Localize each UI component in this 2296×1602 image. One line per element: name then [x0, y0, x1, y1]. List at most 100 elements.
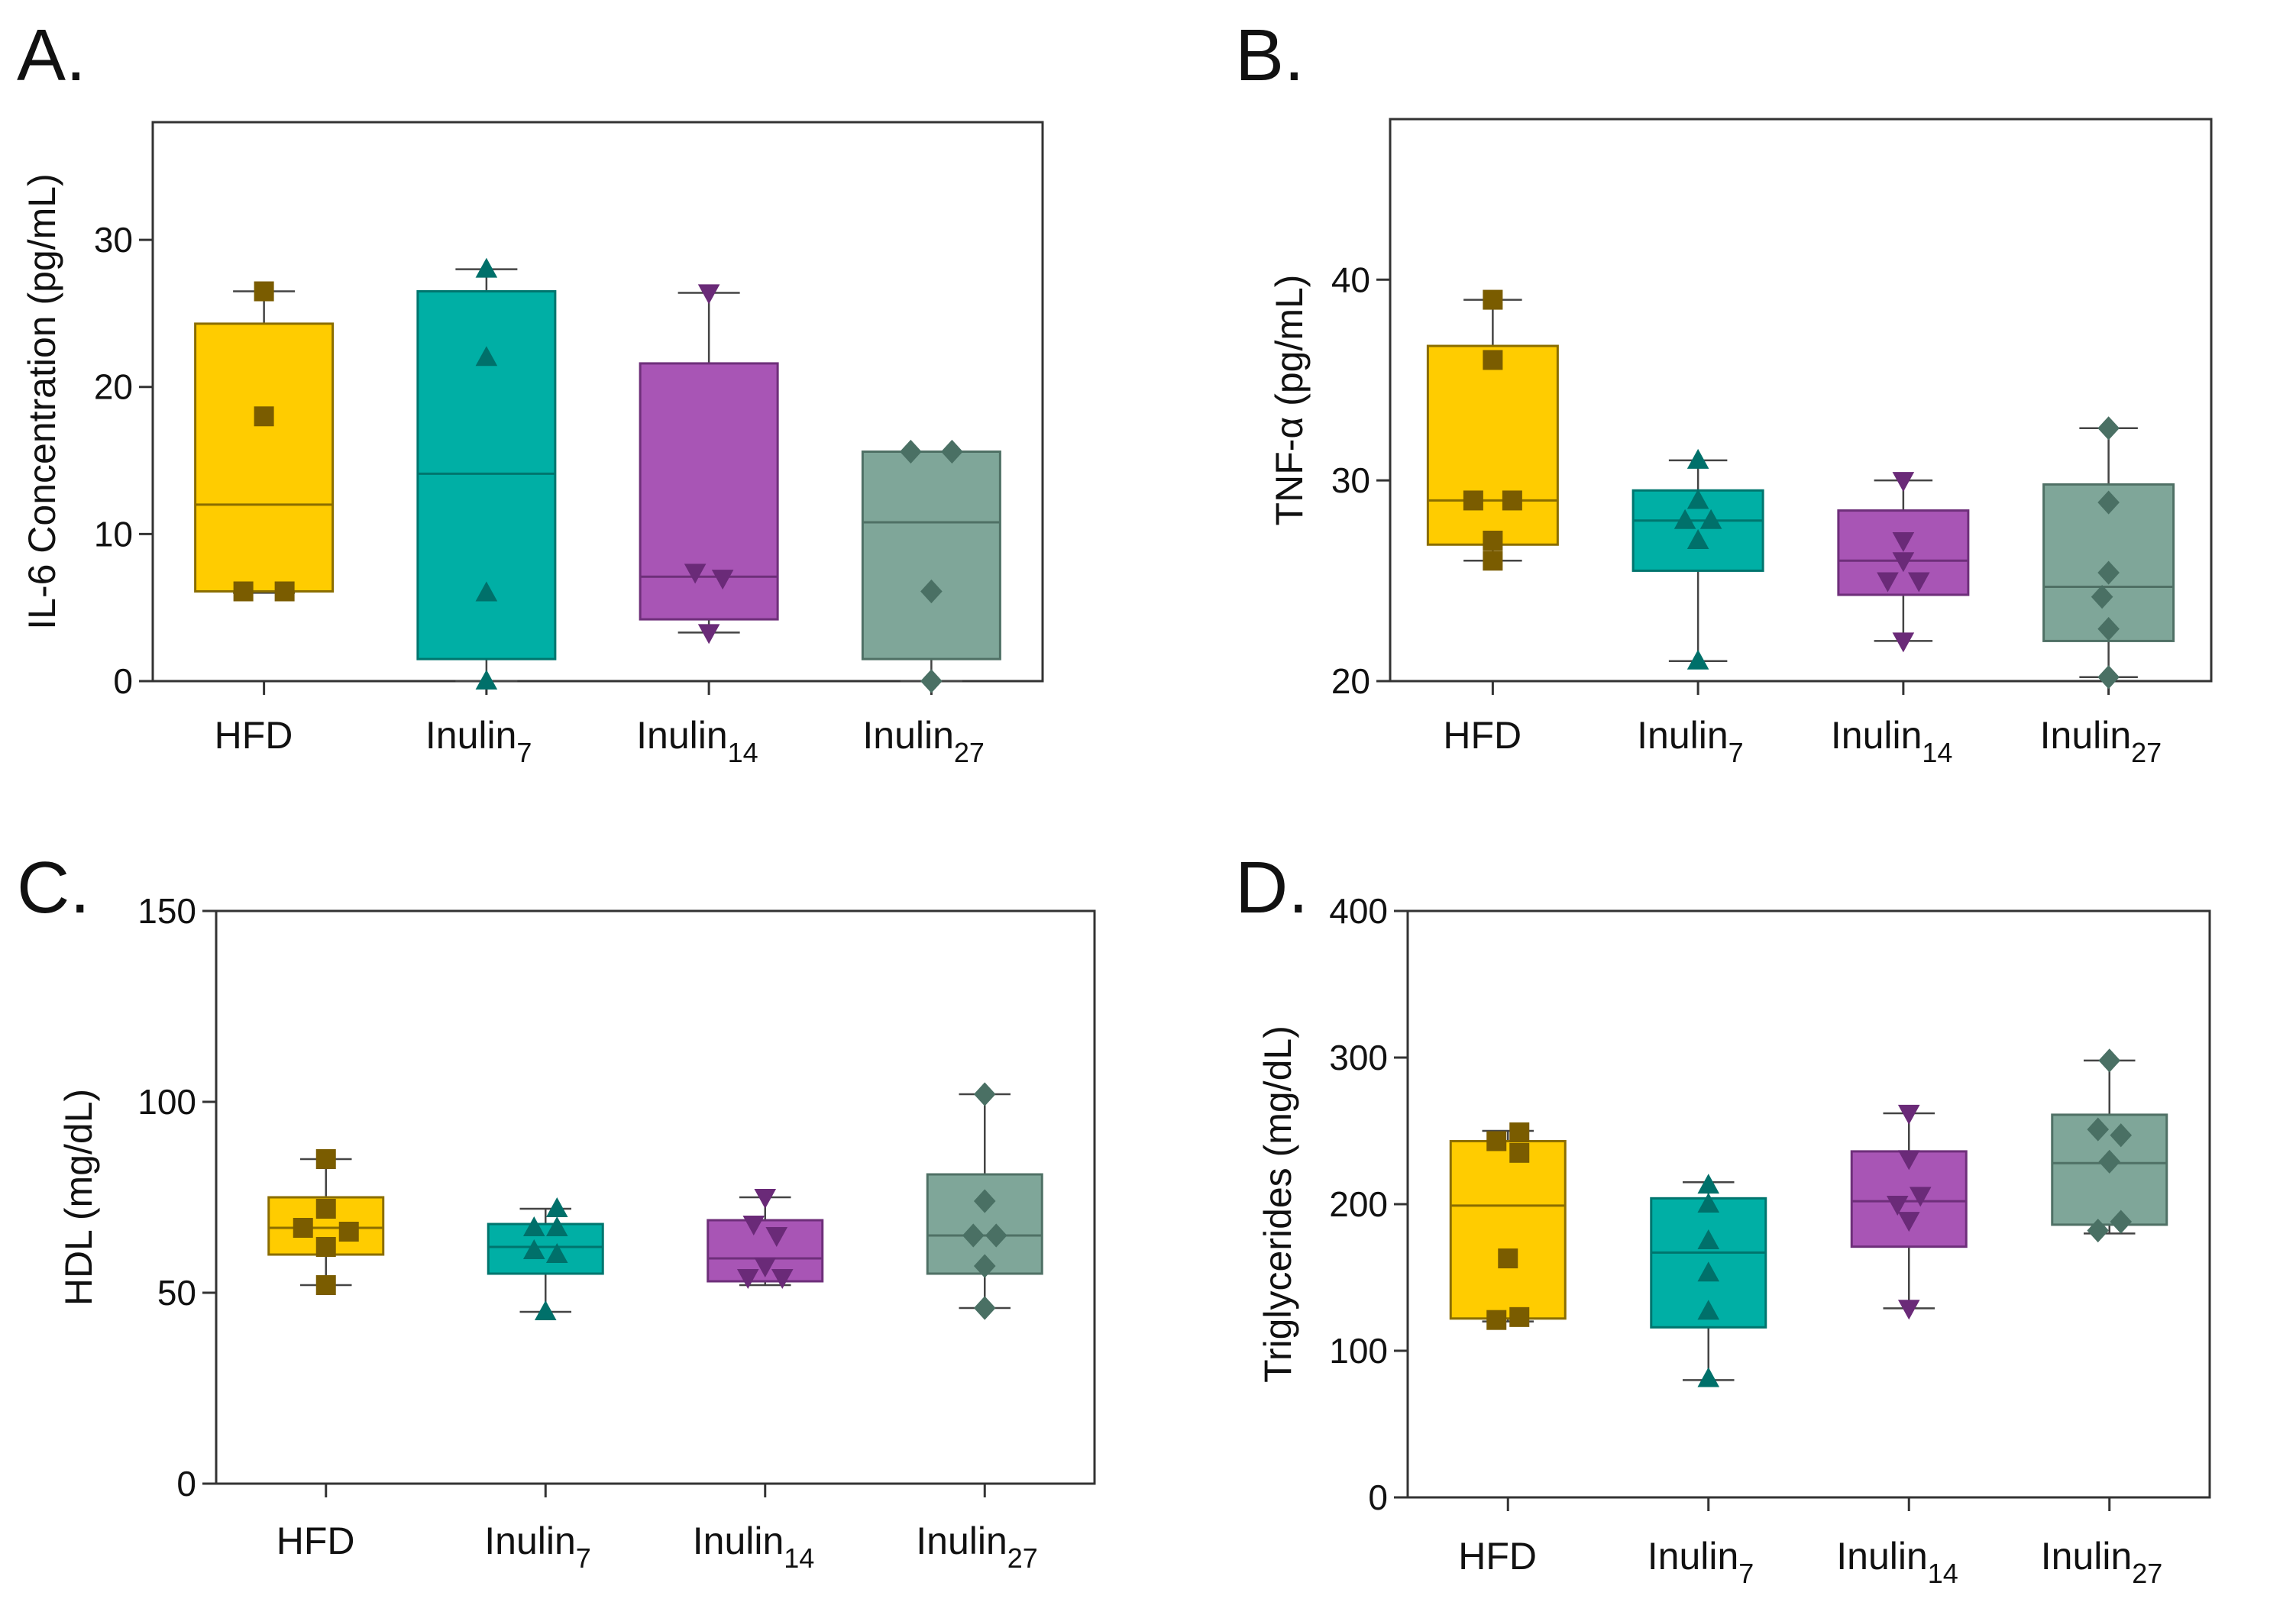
y-axis-title: HDL (mg/dL) — [57, 1089, 100, 1306]
category-label: Inulin27 — [2041, 1535, 2163, 1589]
category-label: HFD — [1458, 1535, 1537, 1578]
data-point — [475, 346, 498, 367]
category-label: Inulin7 — [1648, 1535, 1754, 1589]
data-point — [1509, 1306, 1530, 1327]
category-inulin7: Inulin7 — [484, 1197, 604, 1574]
data-point — [962, 1223, 985, 1248]
data-point — [941, 439, 963, 464]
data-point — [754, 1257, 777, 1277]
y-tick-label: 0 — [1368, 1478, 1388, 1517]
data-point — [2087, 1218, 2110, 1243]
y-tick-label: 200 — [1329, 1184, 1388, 1224]
category-inulin14: Inulin14 — [1831, 472, 1970, 768]
data-point — [315, 1149, 336, 1169]
data-point — [534, 1300, 557, 1321]
data-point — [1483, 551, 1503, 571]
y-tick-label: 100 — [1329, 1331, 1388, 1371]
data-point — [1697, 1261, 1720, 1282]
data-point — [475, 257, 498, 278]
data-point — [522, 1216, 545, 1237]
data-point — [2110, 1210, 2133, 1234]
data-point — [2110, 1123, 2133, 1148]
data-point — [1509, 1122, 1530, 1142]
data-point — [1897, 1212, 1920, 1232]
data-point — [973, 1189, 996, 1213]
data-point — [315, 1199, 336, 1219]
box — [487, 1222, 604, 1275]
y-tick-label: 0 — [113, 661, 133, 701]
category-label: Inulin7 — [425, 714, 532, 768]
data-point — [2087, 1117, 2110, 1142]
data-point — [1892, 531, 1915, 552]
data-point — [254, 281, 274, 302]
data-point — [1686, 448, 1709, 469]
plot-frame — [215, 909, 1096, 1485]
data-point — [1697, 1229, 1720, 1250]
category-label: Inulin14 — [1836, 1535, 1958, 1589]
category-inulin27: Inulin27 — [2040, 416, 2175, 768]
category-label: Inulin27 — [862, 714, 985, 768]
y-tick-label: 0 — [176, 1464, 196, 1503]
category-label: Inulin14 — [693, 1520, 815, 1574]
data-point — [2097, 416, 2120, 441]
data-point — [973, 1296, 996, 1320]
y-tick-label: 400 — [1329, 891, 1388, 931]
data-point — [1897, 1104, 1920, 1125]
category-label: Inulin14 — [636, 714, 758, 768]
data-point — [254, 406, 274, 427]
y-tick-label: 100 — [137, 1082, 196, 1122]
y-tick-label: 30 — [1331, 460, 1370, 500]
data-point — [315, 1237, 336, 1257]
y-tick-label: 40 — [1331, 260, 1370, 299]
data-point — [293, 1218, 313, 1238]
data-point — [1909, 1187, 1932, 1207]
category-inulin27: Inulin27 — [916, 1082, 1043, 1574]
data-point — [2098, 1048, 2121, 1073]
category-inulin14: Inulin14 — [636, 284, 779, 768]
data-point — [315, 1275, 336, 1295]
category-inulin7: Inulin7 — [416, 257, 557, 768]
category-label: HFD — [215, 714, 293, 757]
data-point — [1886, 1195, 1909, 1216]
category-hfd: HFD — [194, 281, 335, 757]
chart-panel-c: C. 0 50 100 150 HDL (mg/dL) HFD Inulin7 Inulin14… — [17, 847, 1096, 1574]
data-point — [1877, 572, 1899, 593]
category-inulin7: Inulin7 — [1631, 448, 1764, 768]
data-point — [920, 669, 943, 693]
data-point — [1907, 572, 1930, 593]
plot-frame — [1389, 118, 2213, 683]
data-point — [1483, 350, 1503, 370]
data-point — [1697, 1174, 1720, 1194]
data-point — [1673, 509, 1696, 529]
category-label: Inulin27 — [2040, 714, 2162, 768]
data-point — [1483, 531, 1503, 551]
box — [639, 362, 779, 621]
plot-frame — [151, 121, 1044, 683]
data-point — [1498, 1248, 1518, 1269]
category-label: HFD — [276, 1520, 355, 1562]
data-point — [697, 624, 720, 644]
chart-panel-b: B. 20 30 40 TNF-α (pg/mL) HFD Inulin7 Inulin14 I… — [1235, 15, 2213, 768]
data-point — [736, 1268, 759, 1289]
data-point — [522, 1239, 545, 1260]
y-axis-title: IL-6 Concentration (pg/mL) — [21, 173, 63, 630]
y-tick-label: 150 — [137, 891, 196, 931]
data-point — [697, 284, 720, 305]
data-point — [233, 581, 254, 602]
data-point — [1686, 649, 1709, 670]
data-point — [1892, 552, 1915, 573]
category-label: Inulin7 — [484, 1520, 591, 1574]
data-point — [1697, 1367, 1720, 1387]
y-axis-title: Triglycerides (mg/dL) — [1256, 1025, 1299, 1383]
data-point — [2097, 617, 2120, 641]
data-point — [1502, 490, 1522, 511]
category-inulin14: Inulin14 — [1836, 1104, 1968, 1589]
data-point — [985, 1223, 1007, 1248]
data-point — [545, 1197, 568, 1218]
data-point — [1486, 1131, 1507, 1151]
y-tick-label: 300 — [1329, 1038, 1388, 1077]
data-point — [920, 579, 943, 604]
data-point — [2098, 1149, 2121, 1174]
y-tick-label: 20 — [94, 367, 133, 407]
y-tick-label: 30 — [94, 220, 133, 260]
